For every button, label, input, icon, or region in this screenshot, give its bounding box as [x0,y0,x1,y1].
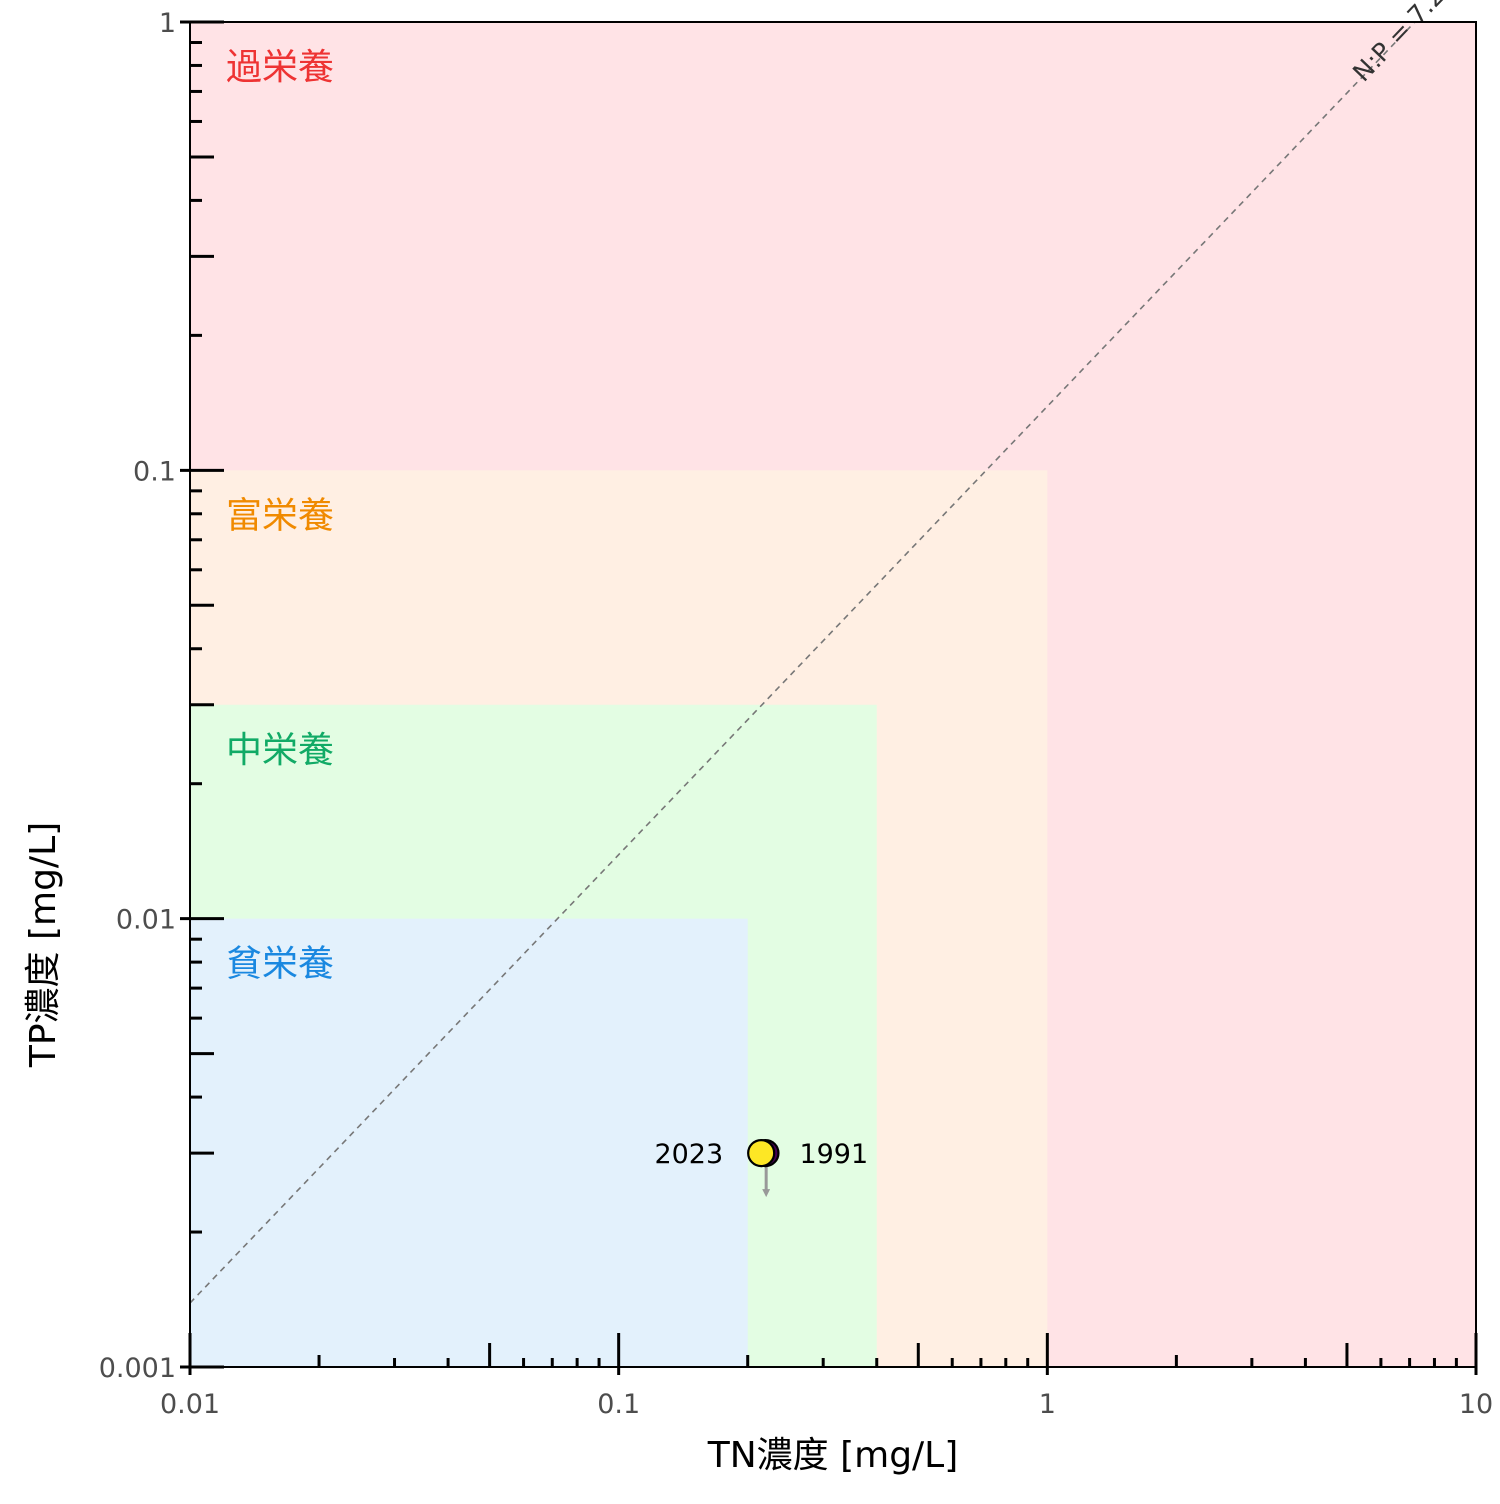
y-axis-title: TP濃度 [mg/L] [23,822,64,1068]
x-tick-label: 1 [1039,1389,1056,1420]
x-tick-label: 10 [1459,1389,1493,1420]
reference-line [189,21,1416,1304]
point-label-2023: 2023 [654,1139,723,1170]
x-tick-label: 0.01 [160,1389,220,1420]
y-tick-label: 0.01 [116,905,176,936]
data-points: 1991 2023 [654,1138,868,1198]
y-tick-label: 1 [159,8,176,39]
point-label-1991: 1991 [799,1139,868,1170]
zone-label-0: 過栄養 [226,47,334,88]
y-tick-label: 0.001 [99,1353,176,1384]
x-axis-title: TN濃度 [mg/L] [707,1435,959,1476]
zone-label-2: 中栄養 [226,730,334,771]
x-tick-label: 0.1 [597,1389,640,1420]
zone-label-3: 貧栄養 [226,944,334,985]
trophic-zones [190,22,1476,1367]
zone-3 [190,918,748,1367]
y-tick-label: 0.1 [133,456,176,487]
point-2023 [747,1138,776,1168]
axes: 0.01 0.1 1 10 0.001 0.01 0.1 1 [99,8,1493,1420]
zone-label-1: 富栄養 [226,495,334,536]
plot-frame [189,21,1477,1368]
